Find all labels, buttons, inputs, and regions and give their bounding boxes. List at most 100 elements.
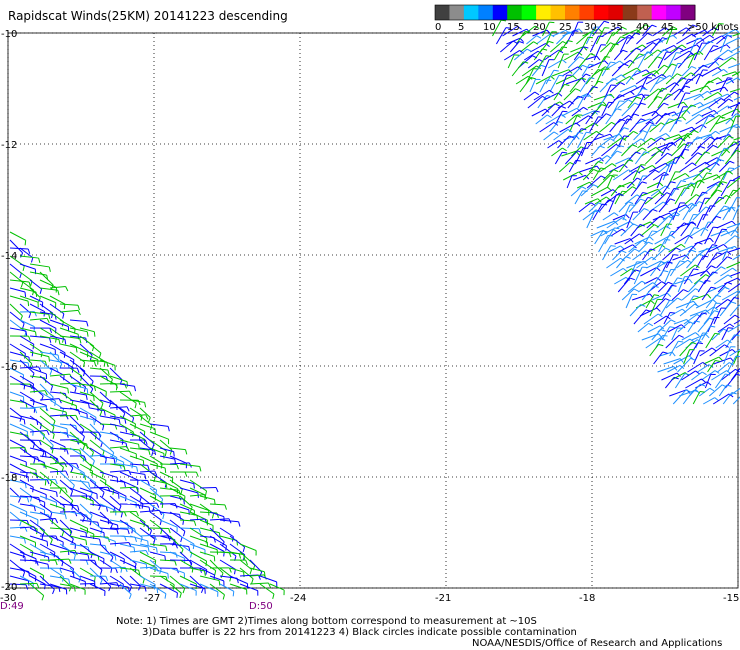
wind-barb — [732, 254, 740, 261]
wind-barb — [9, 471, 29, 482]
wind-barb — [659, 118, 675, 133]
wind-barb — [19, 503, 36, 512]
wind-barb — [29, 447, 47, 457]
wind-barb — [109, 399, 126, 418]
wind-barb — [545, 31, 557, 45]
wind-barb — [49, 335, 67, 345]
wind-barb — [89, 559, 103, 575]
wind-barb — [129, 479, 150, 486]
wind-barb — [659, 299, 675, 317]
wind-barb — [59, 335, 82, 344]
wind-barb — [729, 348, 740, 357]
wind-barb — [656, 174, 668, 189]
wind-barb — [249, 582, 271, 588]
wind-barb — [9, 503, 28, 517]
wind-barb — [199, 583, 219, 597]
wind-barb — [575, 115, 593, 125]
wind-barb — [9, 511, 22, 527]
wind-barb — [725, 113, 740, 125]
wind-barb — [651, 102, 669, 117]
wind-barb — [99, 567, 118, 574]
wind-barb — [19, 479, 34, 493]
wind-barb — [619, 37, 633, 53]
wind-barbs — [9, 19, 740, 601]
wind-barb — [511, 61, 529, 77]
colorbar-segment — [507, 5, 523, 20]
wind-barb — [602, 212, 619, 221]
wind-barb — [529, 78, 541, 93]
wind-barb — [643, 124, 657, 141]
wind-barb — [79, 495, 94, 506]
wind-barb — [533, 89, 554, 101]
wind-barb — [565, 77, 586, 85]
wind-barb — [717, 98, 734, 109]
wind-barb — [9, 279, 31, 287]
wind-barb — [611, 145, 625, 157]
wind-barb — [580, 184, 599, 197]
wind-barb — [159, 447, 175, 457]
wind-barb — [199, 519, 214, 531]
wind-barb — [199, 559, 217, 576]
wind-barb — [703, 397, 719, 405]
wind-barb — [129, 471, 147, 480]
wind-barb — [640, 267, 661, 277]
wind-barb — [29, 327, 53, 333]
wind-barb — [149, 543, 168, 552]
wind-barb — [59, 583, 76, 592]
wind-barb — [89, 407, 106, 416]
wind-barb — [653, 315, 671, 325]
wind-barb — [29, 429, 50, 436]
wind-barb — [687, 361, 708, 373]
wind-barb — [39, 527, 53, 545]
wind-barb — [690, 270, 711, 277]
wind-barb — [59, 414, 79, 421]
wind-barb — [711, 328, 729, 341]
wind-barb — [621, 102, 640, 117]
wind-barb — [718, 160, 735, 173]
wind-barb — [209, 503, 227, 510]
wind-barb — [139, 519, 153, 536]
wind-barb — [69, 463, 85, 479]
wind-barb — [682, 389, 699, 405]
wind-barb — [683, 129, 699, 141]
wind-barb — [169, 471, 188, 477]
wind-barb — [169, 575, 186, 594]
wind-barb — [732, 396, 740, 405]
wind-barb — [601, 143, 621, 157]
wind-barb — [715, 339, 732, 349]
wind-barb — [19, 359, 35, 379]
wind-barb — [672, 173, 690, 181]
wind-barb — [732, 32, 740, 37]
wind-barb — [706, 252, 722, 269]
wind-barb — [692, 391, 705, 405]
wind-barb — [39, 279, 57, 293]
wind-barb — [610, 184, 625, 197]
wind-barb — [199, 551, 216, 562]
wind-barb — [149, 527, 171, 534]
wind-barb — [688, 383, 706, 397]
wind-barb — [637, 137, 656, 149]
wind-barb — [576, 31, 595, 45]
wind-barb — [691, 106, 713, 117]
wind-barb — [707, 57, 724, 69]
wind-barb — [683, 93, 704, 101]
wind-barb — [69, 583, 86, 595]
colorbar-label: 25 — [559, 22, 572, 33]
wind-barb — [89, 471, 107, 486]
wind-barb — [19, 407, 38, 414]
wind-barb — [19, 335, 35, 350]
wind-barb — [89, 479, 105, 498]
wind-barb — [39, 359, 53, 376]
wind-barb — [29, 263, 51, 272]
wind-barb — [671, 109, 691, 117]
wind-barb — [525, 68, 539, 85]
wind-barb — [219, 519, 241, 527]
wind-barb — [700, 221, 714, 237]
wind-barb — [9, 519, 30, 526]
wind-barb — [557, 100, 574, 109]
wind-barb — [681, 332, 700, 341]
wind-barb — [59, 391, 74, 406]
colorbar-segment — [478, 5, 494, 20]
wind-barb — [49, 583, 68, 595]
wind-barb — [636, 32, 653, 45]
